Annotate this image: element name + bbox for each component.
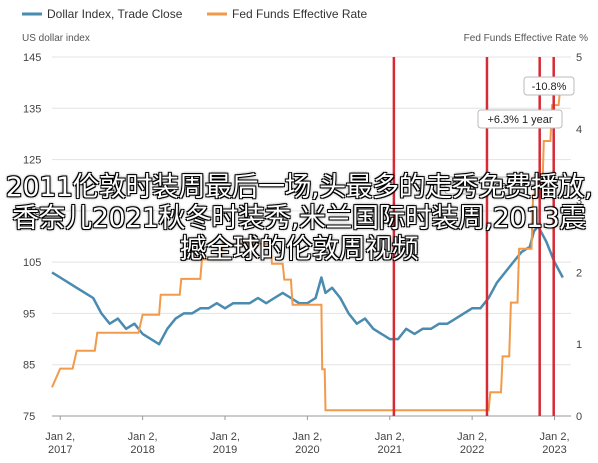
left-axis-tick-label: 105 [23, 257, 41, 269]
x-tick-label-line1: Jan 2, [292, 431, 322, 443]
left-axis-tick-label: 115 [23, 206, 41, 218]
left-axis-tick-label: 125 [23, 155, 41, 167]
right-axis-ticks: 5 4 3 2 1 0 [576, 52, 582, 423]
x-tick-label-line2: 2017 [48, 444, 72, 456]
left-axis-tick-label: 135 [23, 103, 41, 115]
x-tick-label-line2: 2019 [213, 444, 237, 456]
legend-label-dollar: Dollar Index, Trade Close [47, 7, 183, 21]
callout-top-value: -10.8% [532, 81, 567, 93]
left-axis-tick-label: 75 [23, 411, 35, 423]
left-axis-tick-label: 95 [23, 308, 35, 320]
right-axis-tick-label: 0 [576, 411, 582, 423]
x-tick-label-line1: Jan 2, [540, 431, 570, 443]
callout-top-box [523, 76, 575, 96]
legend: Dollar Index, Trade Close Fed Funds Effe… [22, 7, 368, 21]
x-tick-label-line2: 2022 [460, 444, 484, 456]
callout-mid-box [477, 109, 563, 129]
right-axis-tick-label: 5 [576, 52, 582, 64]
right-axis-tick-label: 1 [576, 339, 582, 351]
callout-mid-value: +6.3% 1 year [487, 114, 552, 126]
callout-low-value: 2.5% 1 year [452, 180, 511, 192]
left-axis-ticks: 145 135 125 115 105 95 85 75 [23, 52, 41, 423]
x-tick-label-line2: 2020 [295, 444, 319, 456]
callout-low-dot [552, 182, 558, 188]
left-axis-tick-label: 85 [23, 360, 35, 372]
callout-mid: +6.3% 1 year [477, 109, 563, 129]
right-axis-title: Fed Funds Effective Rate % [464, 33, 588, 44]
series-layer [51, 86, 564, 412]
legend-label-fed: Fed Funds Effective Rate [232, 7, 368, 21]
left-axis-title: US dollar index [22, 33, 90, 44]
right-axis-tick-label: 3 [576, 196, 582, 208]
callout-top: -10.8% [523, 76, 575, 96]
series-line-fed-funds [51, 86, 563, 412]
right-axis-tick-label: 4 [576, 124, 582, 136]
callout-low: 2.5% 1 year [400, 176, 558, 195]
x-tick-label-line1: Jan 2, [457, 431, 487, 443]
x-tick-label-line1: Jan 2, [128, 431, 158, 443]
x-tick-label-line1: Jan 2, [375, 431, 405, 443]
x-tick-label-line2: 2018 [130, 444, 154, 456]
x-tick-label-line1: Jan 2, [45, 431, 75, 443]
x-tick-label-line2: 2023 [542, 444, 566, 456]
callout-low-box [444, 176, 518, 195]
left-axis-tick-label: 145 [23, 52, 41, 64]
x-tick-label-line2: 2021 [378, 444, 402, 456]
x-tick-label-line1: Jan 2, [210, 431, 240, 443]
overlay-title: 2011伦敦时装周最后一场,头最多的走秀免费播放,香奈儿2021秋冬时装秀,米兰… [5, 172, 593, 265]
right-axis-tick-label: 2 [576, 267, 582, 279]
